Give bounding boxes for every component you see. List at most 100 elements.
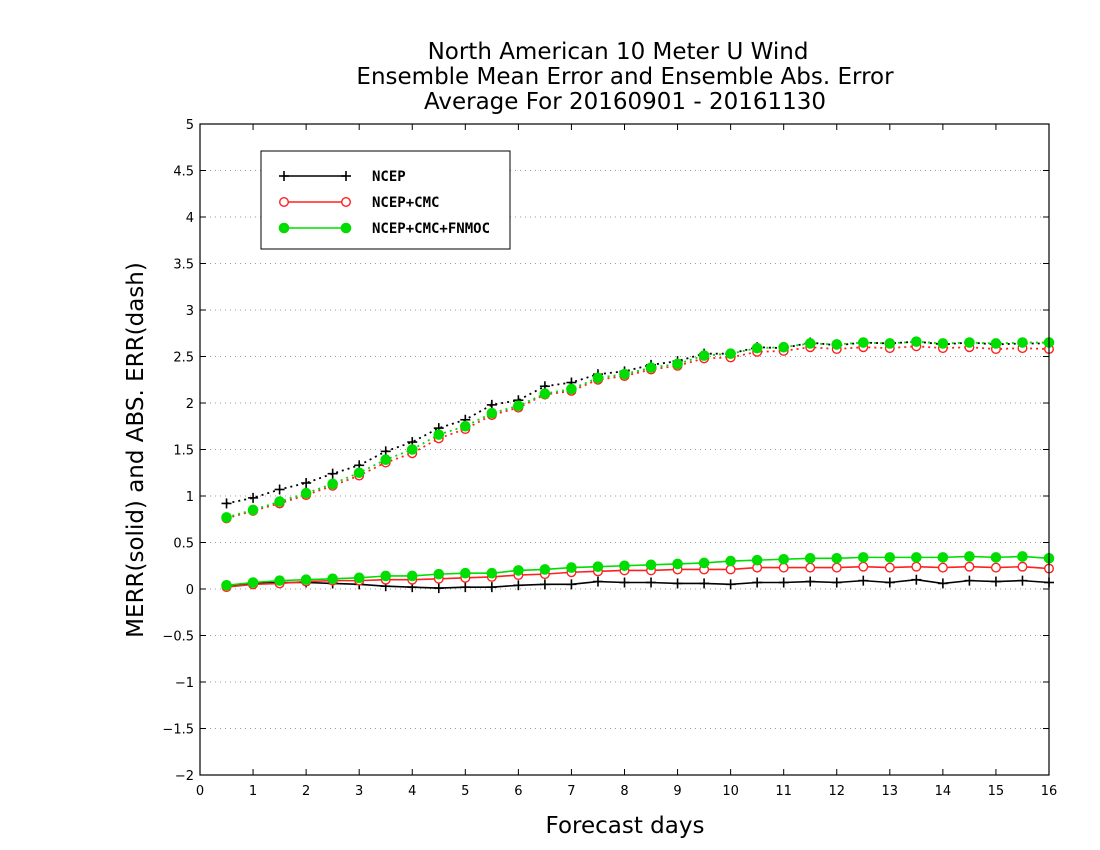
abs-err-line xyxy=(226,340,1049,519)
data-point-filled-circle xyxy=(513,565,524,576)
y-tick-label: 5 xyxy=(186,118,194,133)
data-point-open-circle xyxy=(911,561,922,572)
legend-label: NCEP+CMC xyxy=(372,195,439,211)
data-point-open-circle xyxy=(964,561,975,572)
data-point-filled-circle xyxy=(300,487,312,499)
data-point-filled-circle xyxy=(566,562,577,573)
data-point-filled-circle xyxy=(619,560,630,572)
data-point-plus xyxy=(884,577,895,588)
grid-lines xyxy=(200,170,1049,729)
x-tick-label: 10 xyxy=(722,784,739,799)
data-point-filled-circle xyxy=(937,338,949,349)
y-axis-label: MERR(solid) and ABS. ERR(dash) xyxy=(123,262,149,638)
data-point-filled-circle xyxy=(592,372,604,384)
data-point-filled-circle xyxy=(857,337,869,348)
x-tick-label: 5 xyxy=(461,784,469,799)
data-point-filled-circle xyxy=(1017,337,1028,348)
x-tick-label: 8 xyxy=(620,784,628,799)
data-point-plus xyxy=(725,579,736,590)
data-point-filled-circle xyxy=(406,444,418,455)
data-point-plus xyxy=(672,578,683,589)
data-point-plus xyxy=(566,579,577,590)
data-point-plus xyxy=(592,576,603,587)
data-point-filled-circle xyxy=(619,368,630,380)
data-point-filled-circle xyxy=(486,407,498,419)
data-point-filled-circle xyxy=(831,339,843,350)
data-point-plus xyxy=(248,492,259,503)
y-tick-label: 4.5 xyxy=(173,165,194,180)
data-point-filled-circle xyxy=(327,573,338,585)
chart-title: North American 10 Meter U Wind Ensemble … xyxy=(356,39,894,115)
y-tick-label: 2 xyxy=(186,397,194,412)
y-tick-label: −2 xyxy=(175,769,194,784)
data-point-plus xyxy=(646,577,657,588)
legend: NCEP NCEP+CMC NCEP+CMC+FNMOC xyxy=(260,150,511,250)
data-point-filled-circle xyxy=(857,552,869,563)
data-point-filled-circle xyxy=(247,504,259,516)
data-point-filled-circle xyxy=(884,552,896,563)
title-line-3: Average For 20160901 - 20161130 xyxy=(424,89,826,115)
legend-entry: NCEP xyxy=(279,169,406,185)
x-tick-label: 6 xyxy=(514,784,522,799)
y-tick-label: 1.5 xyxy=(173,444,194,459)
data-point-plus xyxy=(327,468,338,479)
data-point-plus xyxy=(274,484,285,495)
y-tick-label: −0.5 xyxy=(162,630,194,645)
title-line-1: North American 10 Meter U Wind xyxy=(428,39,809,65)
data-point-filled-circle xyxy=(964,337,975,348)
data-point-filled-circle xyxy=(937,552,949,563)
legend-entry: NCEP+CMC xyxy=(279,195,439,211)
data-point-filled-circle xyxy=(353,572,365,584)
data-point-filled-circle xyxy=(380,454,392,466)
data-point-open-circle xyxy=(725,564,736,575)
data-point-filled-circle xyxy=(274,575,285,586)
plot-frame xyxy=(199,123,1050,776)
data-point-filled-circle xyxy=(964,551,975,562)
data-point-filled-circle xyxy=(990,338,1002,349)
data-point-filled-circle xyxy=(778,341,789,353)
data-point-filled-circle xyxy=(539,564,551,575)
x-tick-label: 14 xyxy=(935,784,952,799)
data-point-filled-circle xyxy=(460,567,471,579)
data-point-filled-circle xyxy=(406,570,418,582)
data-point-filled-circle xyxy=(340,222,352,234)
data-point-plus xyxy=(301,477,312,488)
data-point-plus xyxy=(619,577,630,588)
y-tick-label: 1 xyxy=(186,490,194,505)
data-point-filled-circle xyxy=(725,555,736,567)
data-point-filled-circle xyxy=(566,383,577,395)
data-point-open-circle xyxy=(341,196,352,207)
series-ncep-cmc xyxy=(221,341,1054,593)
data-point-filled-circle xyxy=(327,478,338,490)
data-point-open-circle xyxy=(279,196,290,207)
x-tick-label: 2 xyxy=(302,784,310,799)
y-tick-label: 2.5 xyxy=(173,351,194,366)
data-point-filled-circle xyxy=(513,400,524,412)
data-point-filled-circle xyxy=(698,557,710,569)
x-tick-label: 0 xyxy=(196,784,204,799)
data-point-filled-circle xyxy=(672,558,683,570)
data-point-plus xyxy=(433,583,444,594)
x-tick-label: 3 xyxy=(355,784,363,799)
data-point-filled-circle xyxy=(751,342,763,354)
data-point-open-circle xyxy=(1017,561,1028,572)
data-point-plus xyxy=(752,577,763,588)
x-tick-label: 11 xyxy=(775,784,792,799)
data-point-filled-circle xyxy=(221,512,232,523)
y-tick-label: −1.5 xyxy=(162,723,194,738)
data-point-plus xyxy=(699,578,710,589)
data-point-filled-circle xyxy=(380,570,392,582)
data-point-plus xyxy=(937,578,948,589)
y-tick-label: 3 xyxy=(186,304,194,319)
data-point-open-circle xyxy=(805,562,816,573)
y-tick-label: 0 xyxy=(186,583,194,598)
x-axis-label: Forecast days xyxy=(546,813,705,839)
data-point-open-circle xyxy=(990,562,1001,573)
data-point-plus xyxy=(911,574,922,585)
y-axis-ticks: −2 −1.5 −1 −0.5 0 0.5 1 1.5 2 2.5 3 3.5 4 4.5 5 xyxy=(162,118,1049,784)
data-point-plus xyxy=(513,580,524,591)
data-point-plus xyxy=(964,575,975,586)
series-ncep-cmc-fnmoc xyxy=(221,336,1055,591)
data-point-plus xyxy=(778,577,789,588)
